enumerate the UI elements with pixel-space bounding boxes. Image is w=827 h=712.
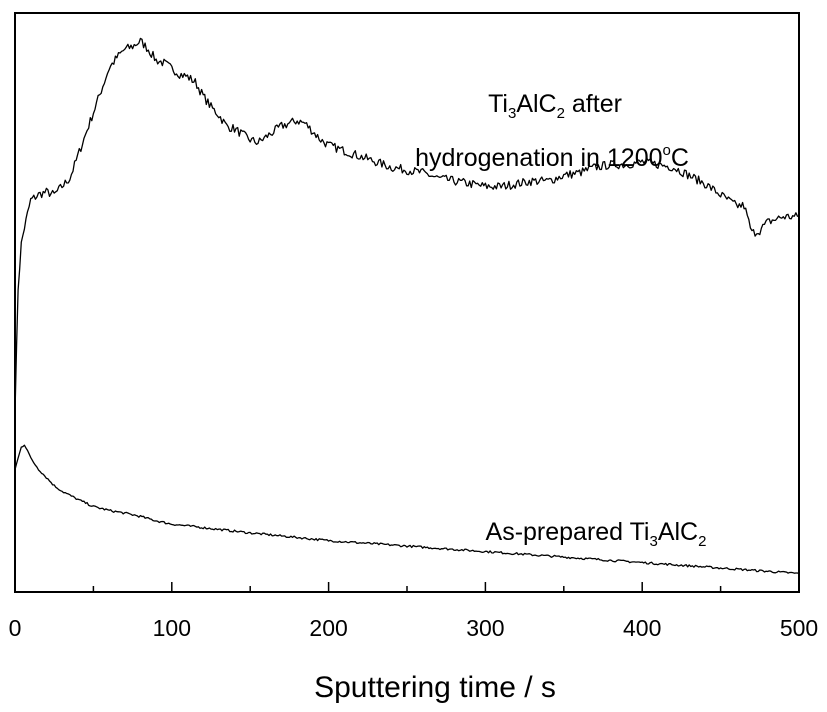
- plot-frame: [14, 12, 800, 593]
- x-tick-label: 300: [466, 615, 504, 641]
- annotation-upper-line2: hydrogenation in 1200oC: [415, 142, 689, 172]
- series-line-hydrogenated: [14, 37, 800, 414]
- x-tick-label: 500: [780, 615, 818, 641]
- x-tick-label: 200: [309, 615, 347, 641]
- annotation-upper-line1: Ti3AlC2 after: [488, 90, 622, 122]
- x-axis-ticks: 0 100 200 300 400 500: [9, 582, 818, 641]
- annotation-lower: As-prepared Ti3AlC2: [486, 518, 707, 550]
- series-line-as-prepared: [14, 444, 800, 575]
- x-tick-label: 100: [153, 615, 191, 641]
- x-tick-label: 400: [623, 615, 661, 641]
- x-axis-title: Sputtering time / s: [314, 671, 556, 704]
- series-layer: [14, 37, 800, 575]
- x-tick-label: 0: [9, 615, 22, 641]
